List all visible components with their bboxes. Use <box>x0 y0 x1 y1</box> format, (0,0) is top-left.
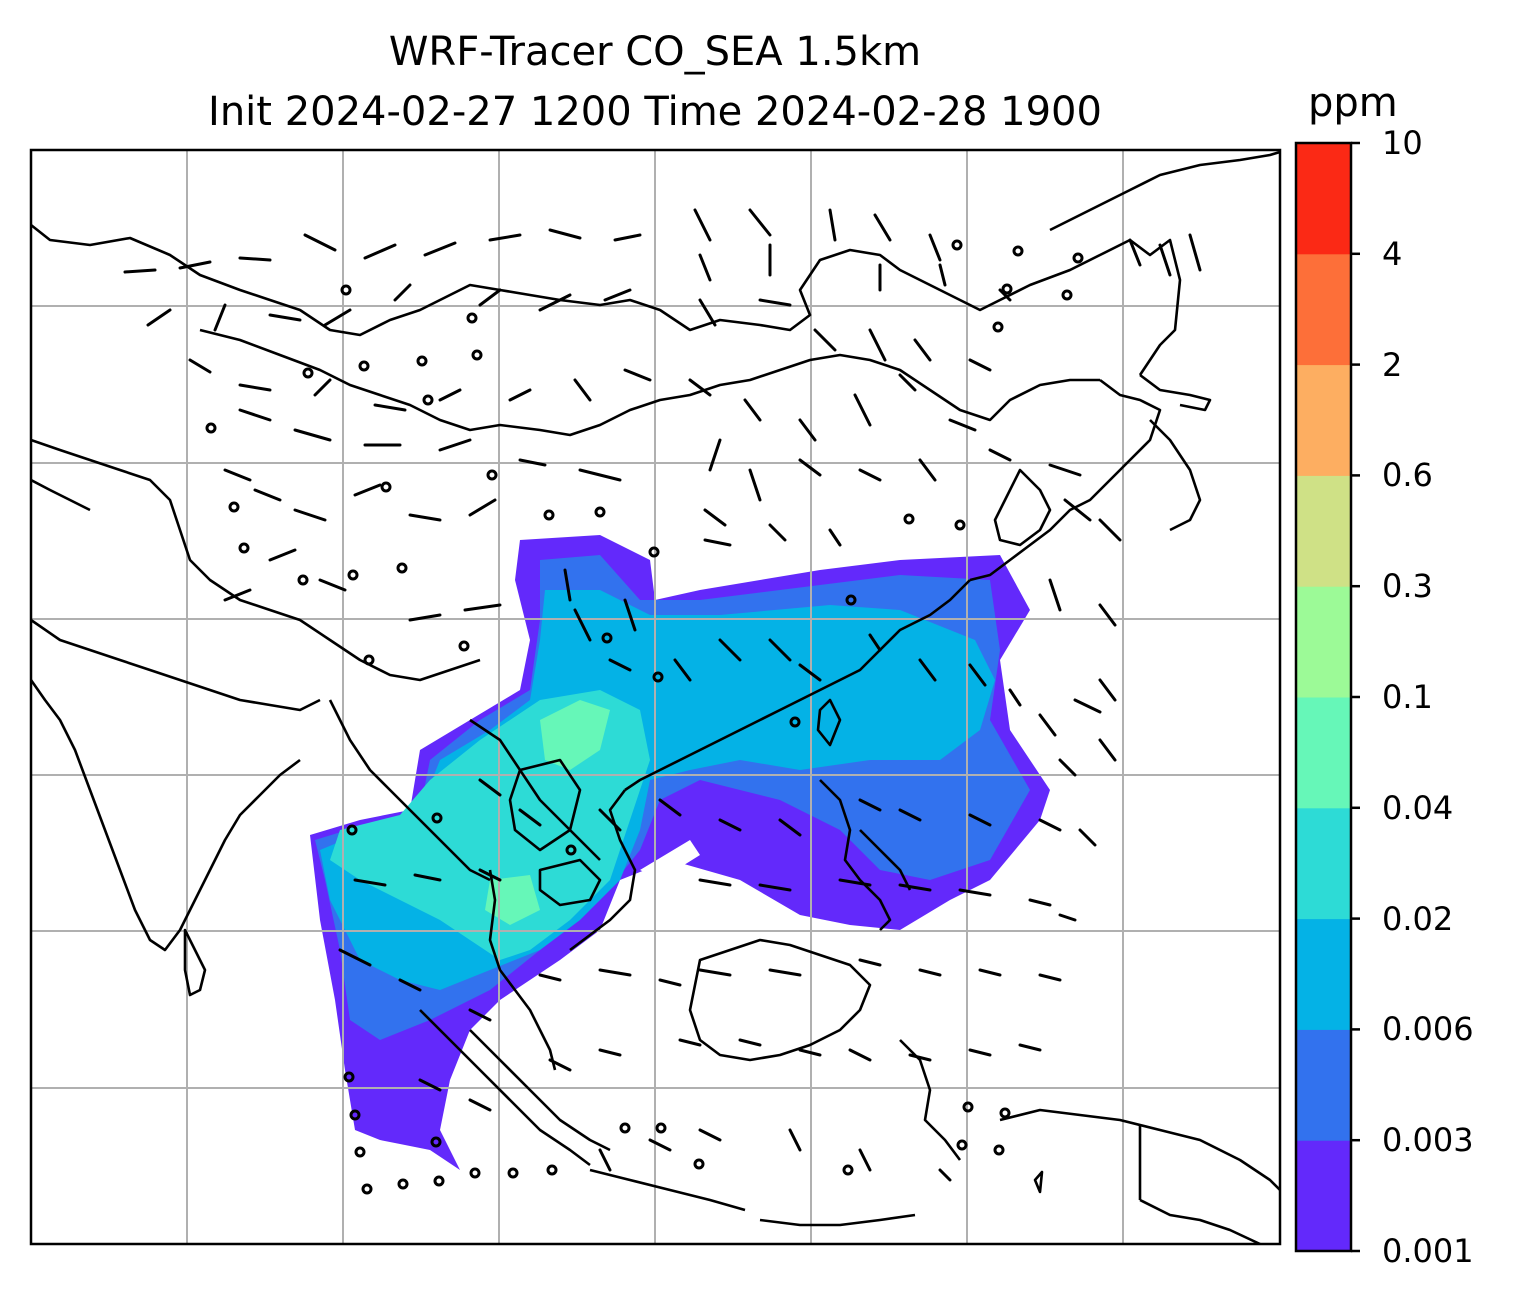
colorbar-tick-label: 0.001 <box>1382 1232 1474 1270</box>
colorbar-ticks <box>1351 141 1360 1253</box>
tracer-field <box>310 535 1050 1170</box>
colorbar-segment-9 <box>1296 143 1351 255</box>
colorbar-tick-label: 0.003 <box>1382 1121 1474 1160</box>
colorbar-segment-3 <box>1296 807 1351 920</box>
wind-barbs <box>123 208 1202 1182</box>
colorbar-unit-label: ppm <box>1308 80 1398 126</box>
map-panel <box>31 150 1280 1244</box>
colorbar-tick-label: 4 <box>1382 234 1403 273</box>
colorbar-segment-5 <box>1296 586 1351 698</box>
colorbar-tick-label: 0.02 <box>1382 899 1454 938</box>
colorbar-segment-0 <box>1296 1140 1351 1252</box>
colorbar <box>1296 143 1351 1252</box>
colorbar-segment-1 <box>1296 1029 1351 1141</box>
colorbar-tick-label: 0.006 <box>1382 1010 1474 1049</box>
colorbar-segment-2 <box>1296 918 1351 1030</box>
colorbar-tick-label: 0.3 <box>1382 567 1433 606</box>
map-gridlines <box>31 150 1280 1244</box>
colorbar-segment-6 <box>1296 475 1351 587</box>
colorbar-segment-7 <box>1296 364 1351 476</box>
coastlines <box>31 150 1280 1244</box>
colorbar-tick-label: 0.1 <box>1382 678 1433 716</box>
colorbar-segment-8 <box>1296 253 1351 366</box>
calm-wind-markers <box>205 239 1084 1195</box>
chart-title-line2: Init 2024-02-27 1200 Time 2024-02-28 190… <box>208 89 1102 135</box>
colorbar-segment-4 <box>1296 697 1351 809</box>
colorbar-tick-label: 0.6 <box>1382 456 1433 495</box>
colorbar-tick-label: 0.04 <box>1382 788 1454 827</box>
chart-title-line1: WRF-Tracer CO_SEA 1.5km <box>388 29 922 75</box>
map-frame <box>29 148 1282 1246</box>
colorbar-tick-label: 10 <box>1382 124 1423 162</box>
colorbar-tick-label: 2 <box>1382 345 1403 384</box>
